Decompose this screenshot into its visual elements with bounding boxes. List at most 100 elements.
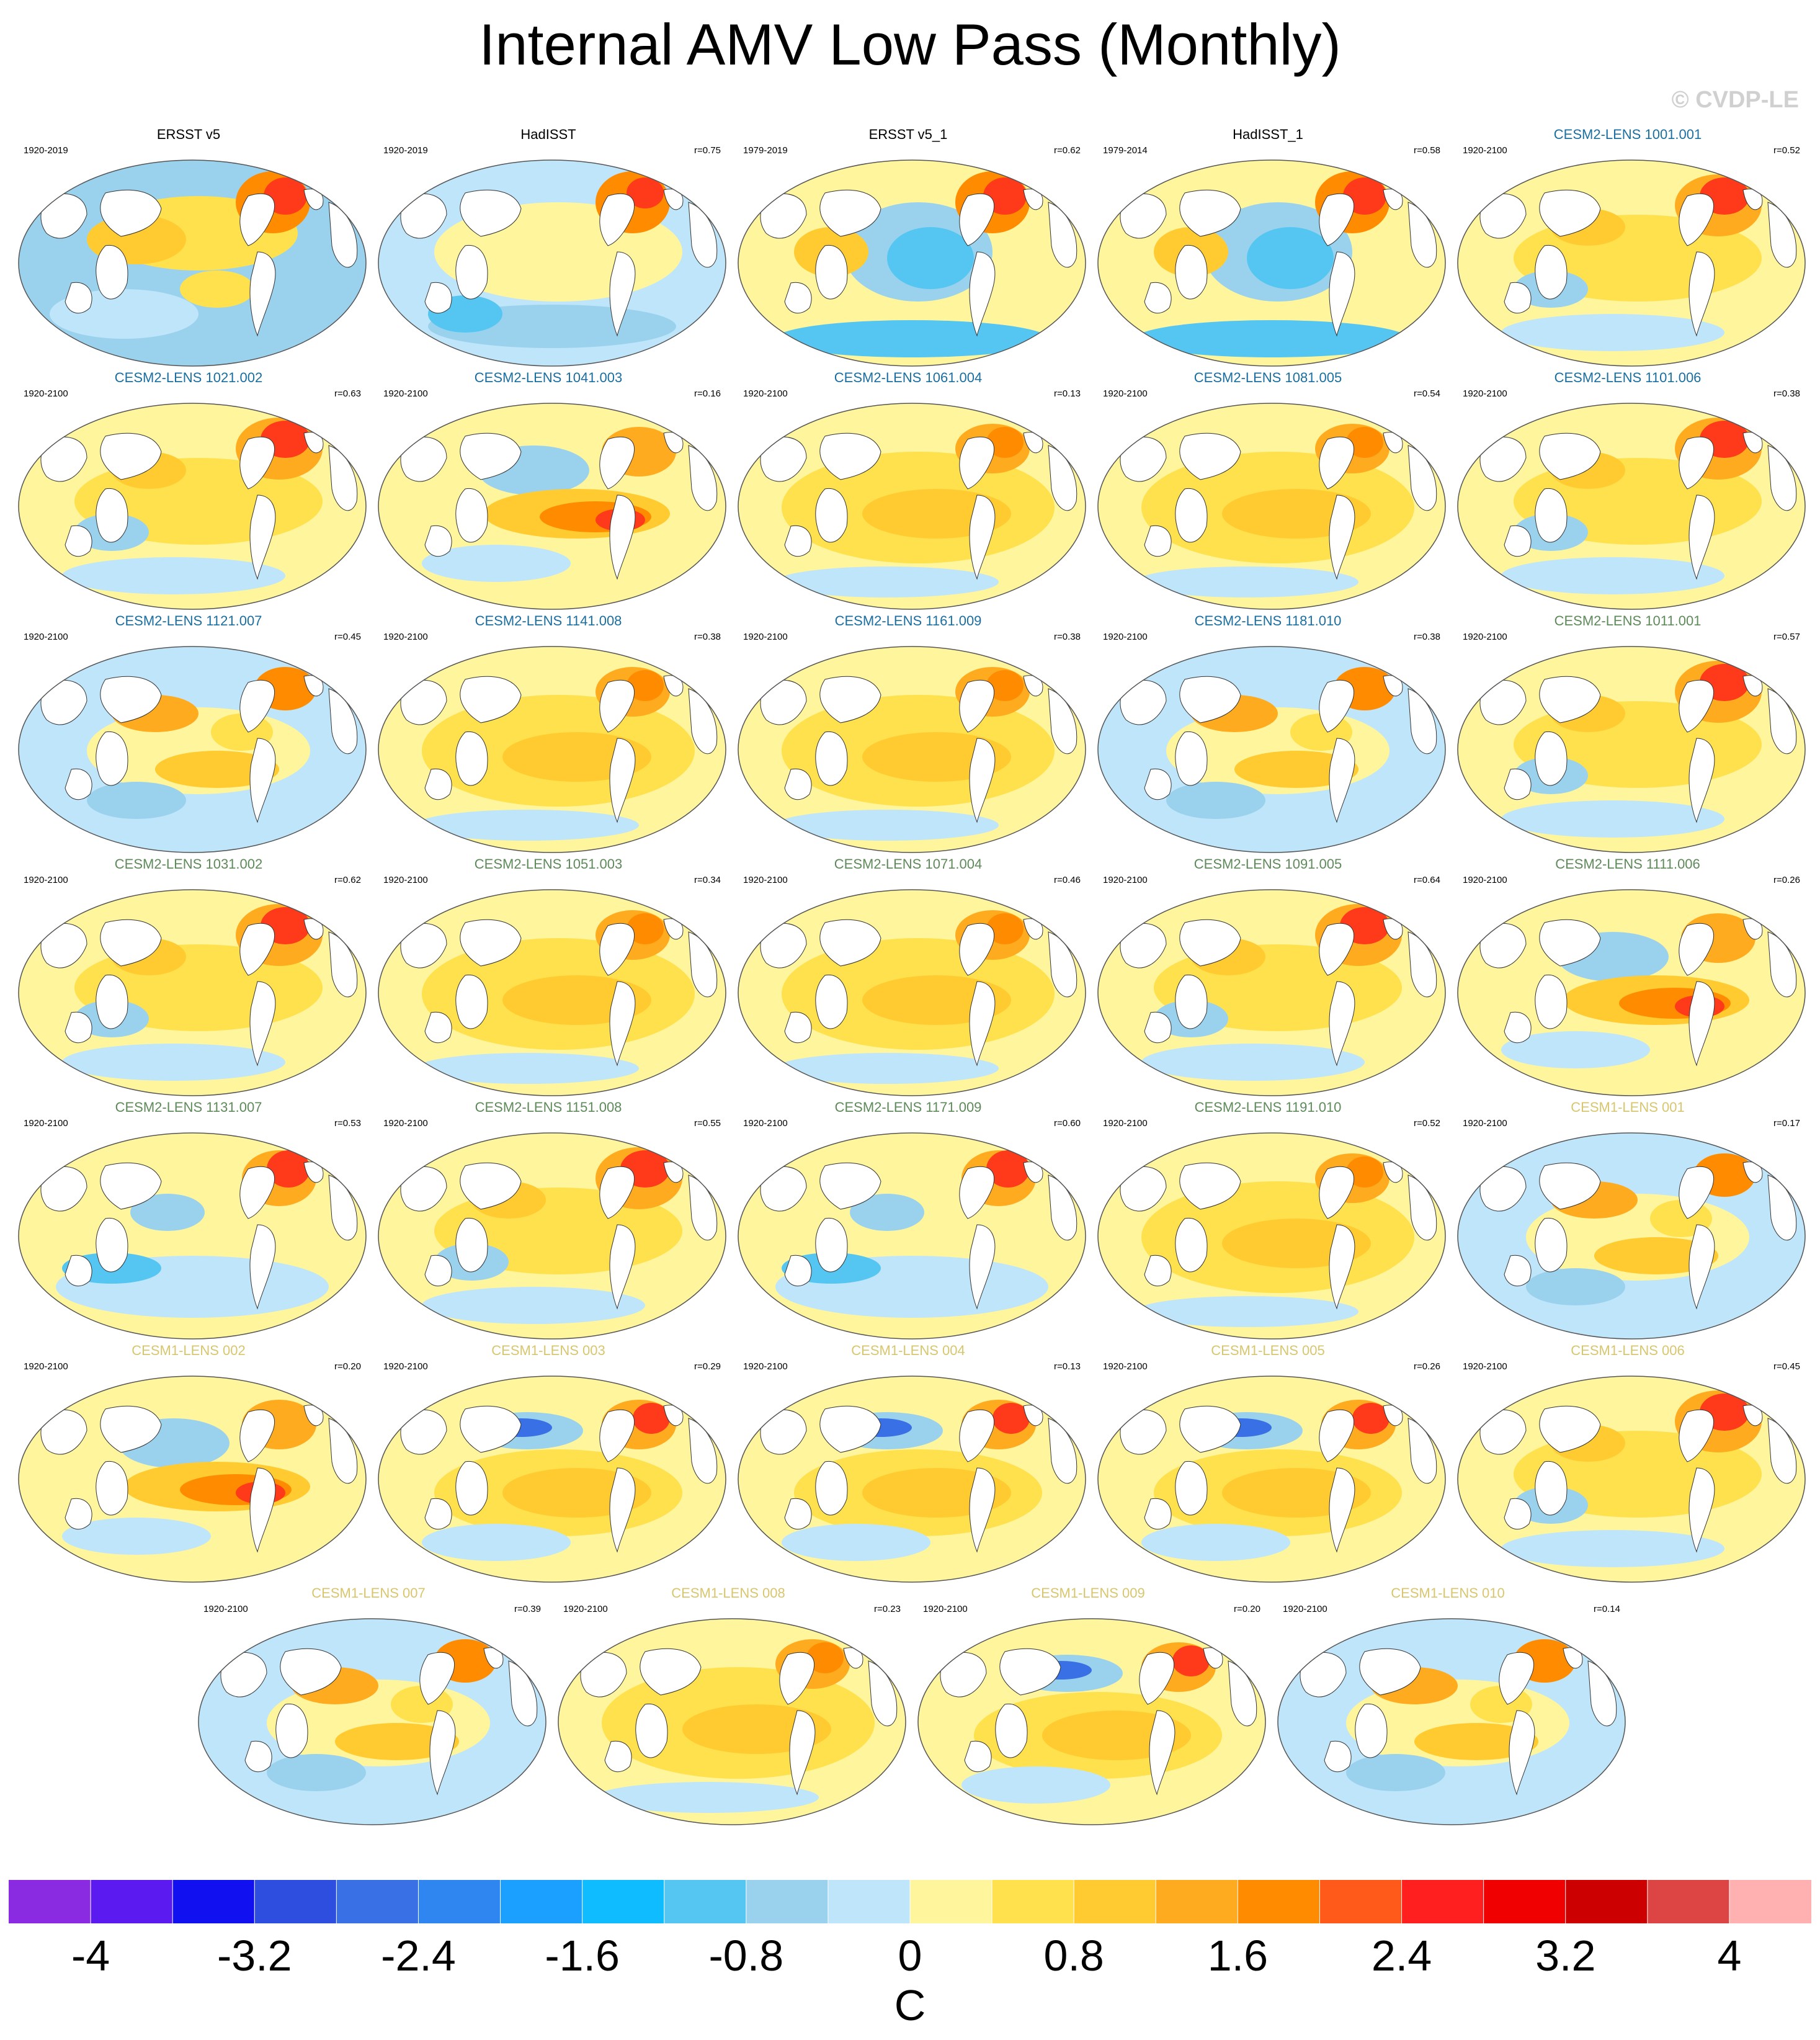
map-panel: CESM2-LENS 1011.001 1920-2100 r=0.57	[1448, 613, 1808, 855]
panel-years: 1920-2100	[1463, 632, 1507, 642]
sst-anomaly-region	[850, 1194, 924, 1231]
colorbar	[9, 1880, 1811, 1923]
continent-outline	[779, 1652, 815, 1705]
continent-outline	[400, 923, 447, 969]
sst-anomaly-region	[62, 557, 285, 594]
sst-anomaly-region	[1501, 557, 1724, 594]
sst-anomaly-region	[775, 810, 999, 841]
continent-outline	[1144, 282, 1172, 314]
continent-outline	[100, 432, 162, 480]
continent-outline	[455, 974, 488, 1029]
sst-anomaly-region	[1135, 320, 1408, 357]
continent-outline	[1535, 974, 1568, 1029]
continent-outline	[1539, 676, 1601, 723]
continent-outline	[599, 679, 635, 733]
continent-outline	[1329, 738, 1355, 823]
continent-outline	[959, 1166, 995, 1219]
sst-anomaly-region	[1501, 1530, 1724, 1567]
panel-title: CESM2-LENS 1041.003	[474, 370, 623, 385]
colorbar-swatch	[91, 1880, 173, 1923]
continent-outline	[249, 494, 276, 580]
map-panel: CESM1-LENS 002 1920-2100 r=0.20	[9, 1343, 368, 1585]
continent-outline	[65, 525, 92, 557]
panel-correlation: r=0.13	[1054, 388, 1081, 399]
continent-outline	[819, 676, 881, 723]
continent-outline	[969, 494, 996, 580]
continent-outline	[1319, 1166, 1355, 1219]
continent-outline	[1144, 1255, 1172, 1287]
continent-outline	[1688, 738, 1715, 823]
sst-anomaly-map	[1097, 403, 1446, 610]
continent-outline	[1319, 193, 1355, 246]
panel-correlation: r=0.52	[1414, 1118, 1440, 1129]
continent-outline	[760, 923, 807, 969]
sst-anomaly-region	[416, 810, 639, 841]
map-panel: CESM1-LENS 003 1920-2100 r=0.29	[368, 1343, 728, 1585]
continent-outline	[1535, 488, 1568, 543]
colorbar-swatch	[1319, 1880, 1403, 1923]
continent-outline	[784, 282, 812, 314]
sst-anomaly-map	[738, 646, 1086, 853]
panel-correlation: r=0.38	[1054, 632, 1081, 642]
panel-title: CESM2-LENS 1031.002	[114, 856, 263, 872]
continent-outline	[460, 676, 522, 723]
sst-anomaly-region	[422, 1287, 645, 1324]
panel-title: CESM2-LENS 1011.001	[1554, 613, 1702, 629]
map-panel: CESM2-LENS 1121.007 1920-2100 r=0.45	[9, 613, 368, 855]
panel-years: 1920-2100	[383, 1118, 428, 1129]
sst-anomaly-map	[1097, 1132, 1446, 1340]
panel-years: 1920-2100	[24, 1361, 68, 1372]
colorbar-tick-labels: -4 -3.2 -2.4 -1.6 -0.8 0 0.8 1.6 2.4 3.2 4	[0, 1930, 1820, 1985]
continent-outline	[760, 436, 807, 482]
continent-outline	[96, 974, 128, 1029]
panel-title: CESM1-LENS 008	[671, 1585, 785, 1601]
colorbar-swatch	[992, 1880, 1074, 1923]
continent-outline	[455, 244, 488, 300]
map-panel: CESM2-LENS 1191.010 1920-2100 r=0.52	[1088, 1099, 1448, 1341]
sst-anomaly-region	[62, 1044, 285, 1081]
panel-correlation: r=0.55	[694, 1118, 721, 1129]
continent-outline	[635, 1703, 668, 1758]
sst-anomaly-map	[1457, 646, 1806, 853]
continent-outline	[40, 1166, 87, 1212]
continent-outline	[1319, 923, 1355, 976]
sst-anomaly-region	[422, 1524, 571, 1561]
continent-outline	[1300, 1652, 1347, 1698]
sst-anomaly-region	[1346, 1754, 1445, 1791]
map-panel: CESM2-LENS 1091.005 1920-2100 r=0.64	[1088, 856, 1448, 1098]
sst-anomaly-map	[738, 403, 1086, 610]
sst-anomaly-region	[180, 271, 254, 308]
continent-outline	[100, 1162, 162, 1210]
sst-anomaly-region	[1346, 1156, 1383, 1188]
continent-outline	[640, 1648, 702, 1696]
panel-correlation: r=0.16	[694, 388, 721, 399]
continent-outline	[959, 436, 995, 490]
continent-outline	[40, 1409, 87, 1455]
panel-title: CESM2-LENS 1161.009	[834, 613, 982, 629]
continent-outline	[1504, 1498, 1532, 1530]
continent-outline	[815, 974, 848, 1029]
map-border	[1457, 646, 1806, 853]
sst-anomaly-region	[775, 320, 1048, 357]
continent-outline	[1319, 679, 1355, 733]
panel-years: 1920-2100	[203, 1604, 248, 1614]
colorbar-swatch	[664, 1880, 747, 1923]
map-border	[378, 159, 726, 367]
map-border	[738, 403, 1086, 610]
colorbar-tick-label: -1.6	[545, 1931, 620, 1980]
panel-correlation: r=0.62	[334, 875, 361, 885]
panel-correlation: r=0.38	[694, 632, 721, 642]
continent-outline	[1175, 731, 1208, 786]
sst-anomaly-region	[1352, 1403, 1390, 1434]
continent-outline	[424, 525, 452, 557]
continent-outline	[455, 1217, 488, 1273]
continent-outline	[1688, 494, 1715, 580]
sst-anomaly-region	[986, 1150, 1030, 1188]
map-border	[378, 889, 726, 1096]
continent-outline	[1688, 1467, 1715, 1553]
colorbar-tick-label: 0	[898, 1931, 922, 1980]
panel-title: CESM2-LENS 1151.008	[475, 1099, 622, 1115]
continent-outline	[1179, 1405, 1241, 1453]
sst-anomaly-map	[18, 159, 367, 367]
sst-anomaly-region	[267, 1754, 366, 1791]
